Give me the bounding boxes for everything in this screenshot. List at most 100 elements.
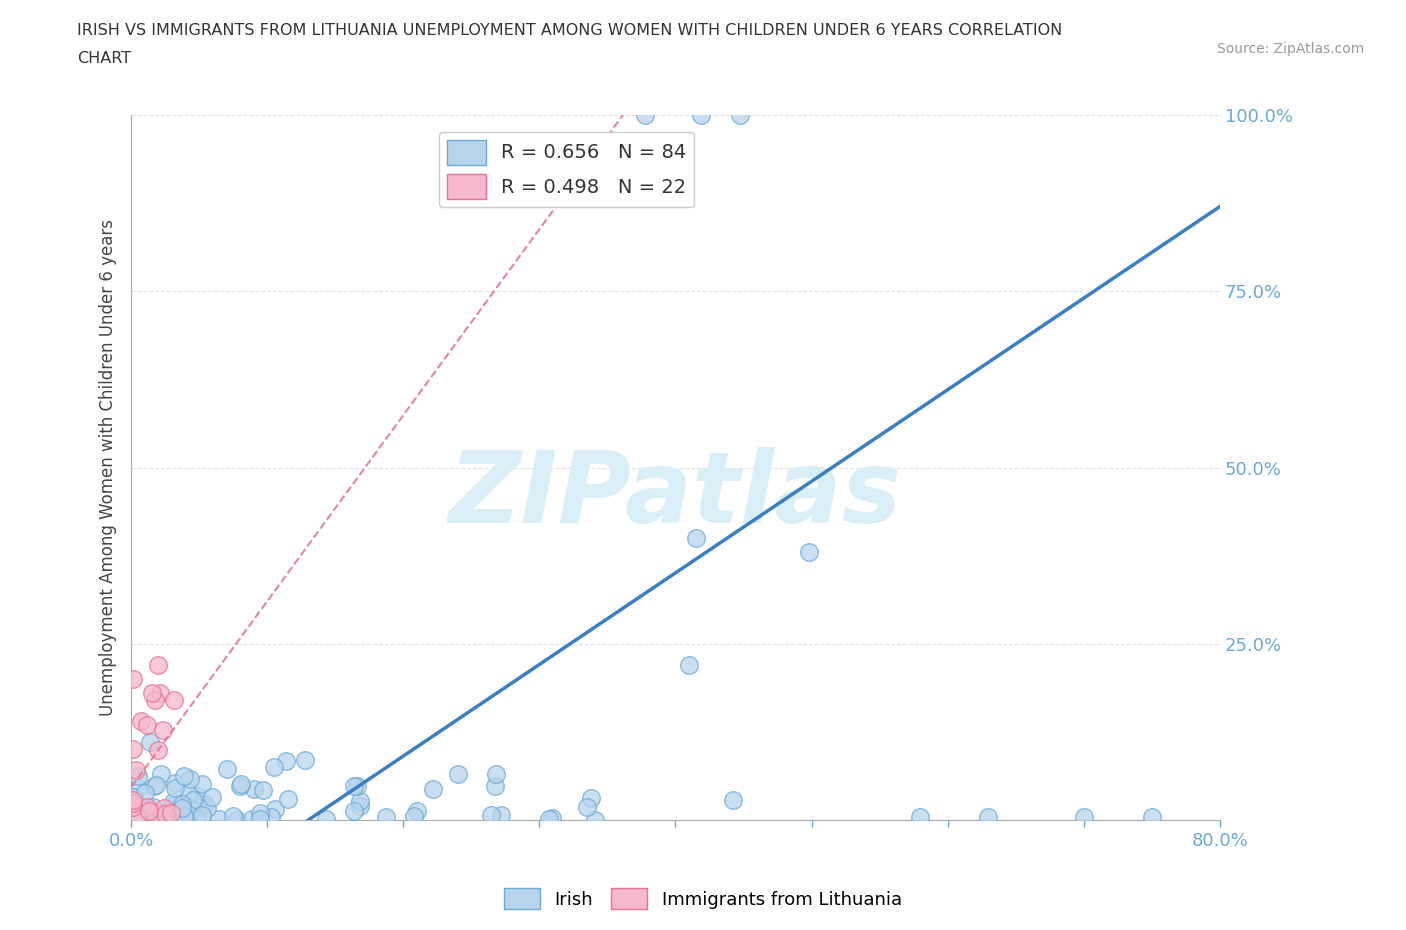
Point — [538, 812, 561, 827]
Point — [150, 766, 173, 781]
Point — [249, 812, 271, 827]
Point — [165, 780, 187, 795]
Point — [186, 800, 208, 815]
Point — [128, 809, 150, 824]
Point — [342, 804, 364, 818]
Point — [172, 801, 194, 816]
Text: Source: ZipAtlas.com: Source: ZipAtlas.com — [1216, 42, 1364, 56]
Point — [315, 811, 337, 826]
Point — [148, 658, 170, 672]
Point — [217, 762, 239, 777]
Point — [375, 809, 398, 824]
Point — [125, 763, 148, 777]
Point — [225, 813, 247, 828]
Point — [576, 800, 599, 815]
Point — [149, 685, 172, 700]
Point — [229, 777, 252, 791]
Point — [163, 693, 186, 708]
Point — [180, 801, 202, 816]
Point — [228, 778, 250, 793]
Point — [162, 794, 184, 809]
Point — [240, 812, 263, 827]
Point — [276, 753, 298, 768]
Point — [173, 809, 195, 824]
Point — [170, 797, 193, 812]
Point — [129, 714, 152, 729]
Point — [1140, 809, 1163, 824]
Point — [143, 779, 166, 794]
Point — [799, 545, 821, 560]
Point — [479, 807, 502, 822]
Point — [242, 781, 264, 796]
Point — [690, 108, 713, 123]
Point — [728, 108, 751, 123]
Point — [349, 799, 371, 814]
Point — [150, 810, 173, 825]
Point — [174, 800, 197, 815]
Point — [138, 804, 160, 818]
Point — [179, 772, 201, 787]
Point — [685, 531, 707, 546]
Point — [252, 782, 274, 797]
Point — [121, 671, 143, 686]
Point — [142, 800, 165, 815]
Point — [349, 793, 371, 808]
Y-axis label: Unemployment Among Women with Children Under 6 years: Unemployment Among Women with Children U… — [100, 219, 117, 716]
Point — [143, 693, 166, 708]
Point — [342, 779, 364, 794]
Point — [260, 810, 283, 825]
Point — [125, 809, 148, 824]
Text: IRISH VS IMMIGRANTS FROM LITHUANIA UNEMPLOYMENT AMONG WOMEN WITH CHILDREN UNDER : IRISH VS IMMIGRANTS FROM LITHUANIA UNEMP… — [77, 23, 1063, 38]
Point — [634, 108, 657, 123]
Point — [195, 801, 218, 816]
Point — [121, 796, 143, 811]
Point — [579, 790, 602, 805]
Point — [165, 796, 187, 811]
Point — [143, 806, 166, 821]
Point — [249, 806, 271, 821]
Point — [678, 658, 700, 672]
Point — [134, 785, 156, 800]
Point — [141, 685, 163, 700]
Point — [910, 809, 932, 824]
Text: CHART: CHART — [77, 51, 131, 66]
Point — [191, 777, 214, 791]
Point — [294, 752, 316, 767]
Point — [1073, 809, 1095, 824]
Point — [277, 791, 299, 806]
Point — [723, 793, 745, 808]
Point — [121, 742, 143, 757]
Point — [177, 807, 200, 822]
Point — [222, 809, 245, 824]
Point — [156, 807, 179, 822]
Point — [540, 811, 562, 826]
Point — [159, 805, 181, 820]
Point — [181, 793, 204, 808]
Point — [152, 805, 174, 820]
Point — [122, 790, 145, 804]
Point — [583, 813, 606, 828]
Point — [135, 718, 157, 733]
Point — [166, 812, 188, 827]
Point — [402, 808, 425, 823]
Point — [145, 777, 167, 792]
Point — [146, 742, 169, 757]
Point — [263, 760, 285, 775]
Point — [201, 790, 224, 804]
Point — [208, 811, 231, 826]
Point — [186, 789, 208, 804]
Point — [405, 804, 427, 818]
Point — [190, 808, 212, 823]
Point — [484, 779, 506, 794]
Point — [447, 766, 470, 781]
Point — [194, 797, 217, 812]
Point — [489, 807, 512, 822]
Point — [977, 809, 1000, 824]
Point — [485, 766, 508, 781]
Point — [121, 793, 143, 808]
Point — [422, 782, 444, 797]
Point — [139, 735, 162, 750]
Point — [163, 776, 186, 790]
Point — [153, 801, 176, 816]
Point — [173, 768, 195, 783]
